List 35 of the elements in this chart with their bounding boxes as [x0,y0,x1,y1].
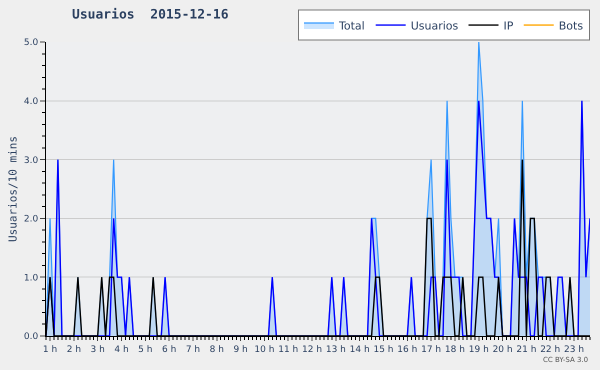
y-tick-label: 1.0 [24,273,38,284]
legend-label: Usuarios [410,19,459,32]
x-tick-label: 15 h [373,344,394,355]
x-tick-label: 18 h [444,344,465,355]
x-tick-label: 3 h [90,344,105,355]
x-tick-label: 2 h [66,344,82,355]
x-tick-label: 12 h [302,344,322,355]
x-tick-label: 21 h [516,344,536,355]
x-tick-label: 16 h [397,344,418,355]
x-tick-label: 8 h [210,344,224,355]
x-tick-label: 14 h [350,344,370,355]
legend-label: Total [338,19,365,32]
y-tick-label: 3.0 [24,156,38,166]
x-tick-label: 9 h [233,344,248,355]
legend-label: IP [504,19,514,32]
y-axis-title: Usuarios/10 mins [6,136,20,242]
legend-label: Bots [558,19,584,32]
x-tick-label: 5 h [138,344,152,355]
x-tick-label: 6 h [162,344,176,355]
x-tick-label: 17 h [421,344,442,355]
y-tick-label: 0.0 [24,332,38,342]
x-tick-label: 19 h [468,344,489,355]
y-tick-label: 2.0 [24,214,38,225]
x-tick-label: 23 h [564,344,584,355]
x-tick-label: 10 h [254,344,274,355]
chart-title: Usuarios 2015-12-16 [72,7,229,22]
x-tick-label: 11 h [278,344,298,355]
x-tick-label: 1 h [42,344,58,355]
x-tick-label: 13 h [326,344,346,355]
x-tick-label: 4 h [114,344,129,355]
y-tick-label: 4.0 [24,96,38,107]
x-tick-label: 7 h [186,344,200,355]
x-tick-label: 20 h [492,344,513,355]
y-tick-label: 5.0 [24,38,38,48]
x-tick-label: 22 h [540,344,560,355]
